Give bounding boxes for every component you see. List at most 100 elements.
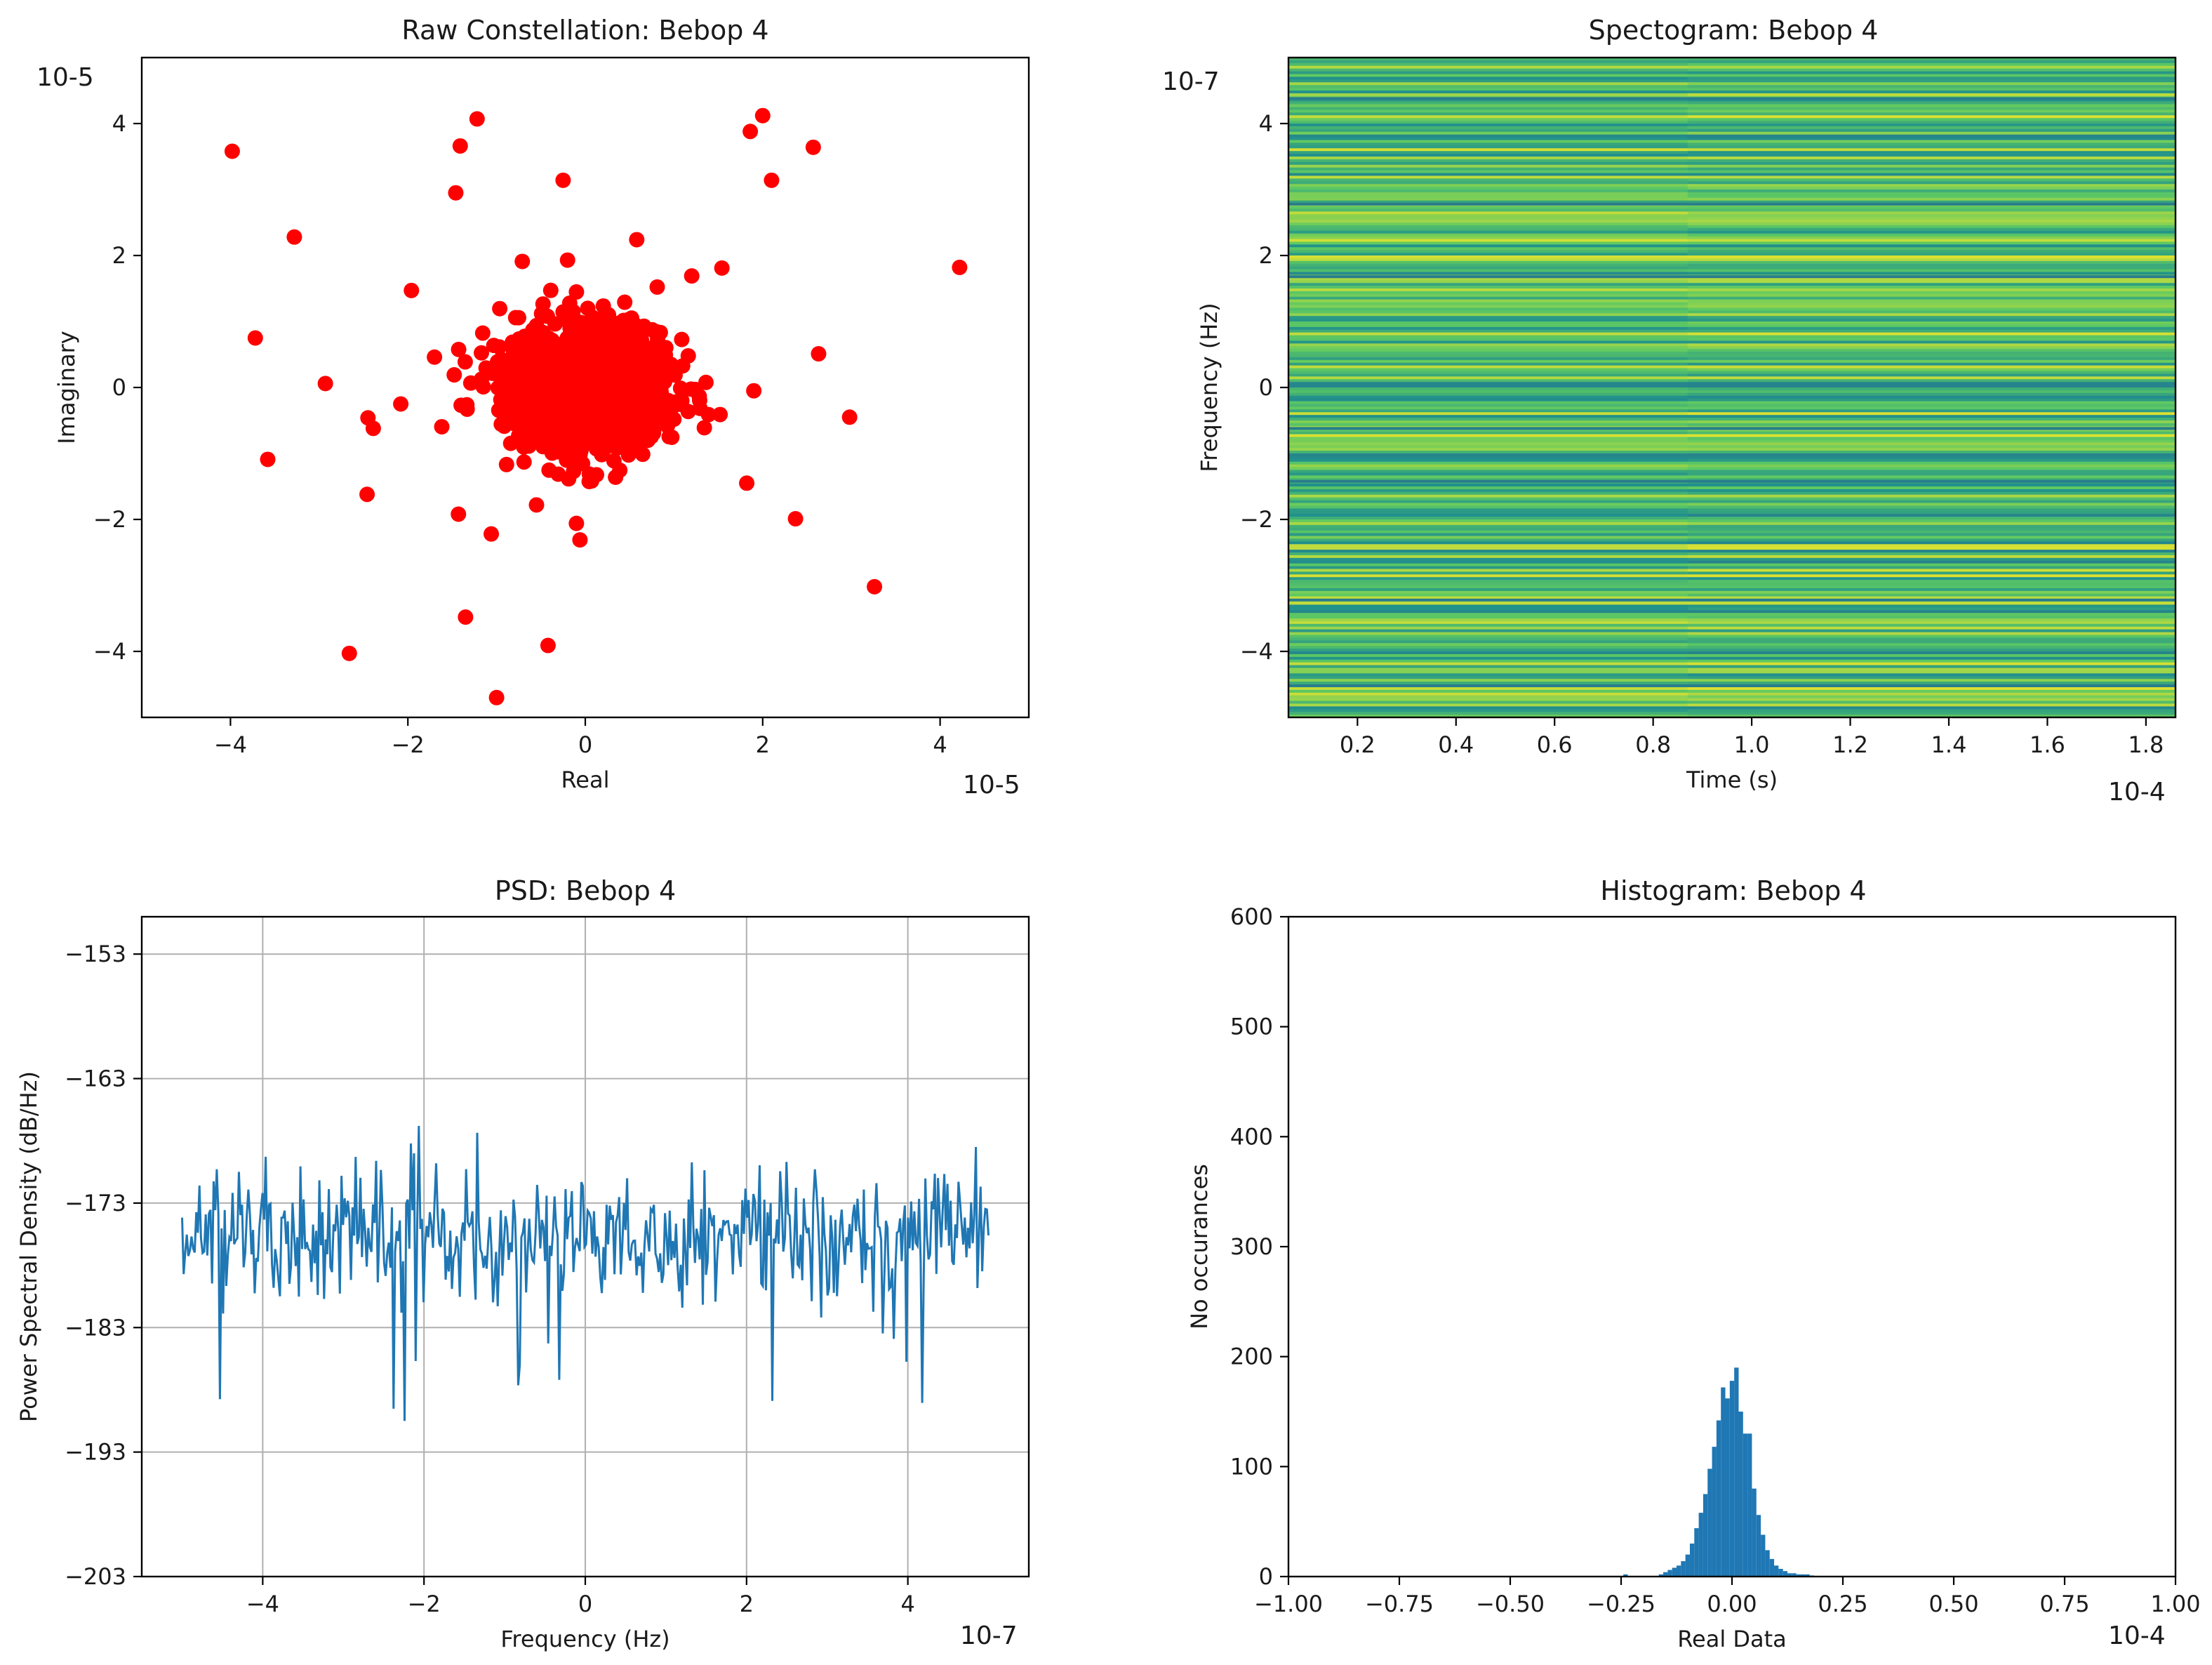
spectrogram-cell [1288,673,1688,677]
spectrogram-cell [1288,423,1688,427]
spectrogram-axes: 0.2 0.4 0.6 0.8 1.0 1.2 1.4 1.6 1.8 −4 −2 0 2 4 [1240,110,2164,758]
constellation-point [599,378,615,394]
constellation-point [469,111,485,127]
spectrogram-cell [1687,206,2176,210]
constellation-point [787,511,804,527]
spectrogram-cell [1288,596,1688,600]
spectrogram-cell [1288,456,1688,460]
spectrogram-cell [1687,491,2176,496]
spectrogram-cell [1288,352,1688,355]
spectrogram-cell [1288,415,1688,418]
constellation-title: Raw Constellation: Bebop 4 [401,15,768,46]
spectrogram-cell [1687,181,2176,185]
histogram-ytick-label: 300 [1230,1233,1273,1260]
histogram-bar [1769,1558,1775,1577]
spectrogram-cell [1288,420,1688,424]
constellation-ytick-label: −4 [93,638,126,665]
constellation-point [754,107,771,124]
constellation-point [589,419,605,435]
histogram-bar [1756,1515,1761,1577]
spectrogram-cell [1687,511,2176,515]
spectrogram-cell [1288,709,1688,712]
spectrogram-cell [1687,621,2176,625]
spectrogram-cell [1687,673,2176,677]
constellation-point [612,424,628,440]
spectrogram-cell [1288,107,1688,111]
spectrogram-cell [1687,230,2176,234]
spectrogram-cell [1288,140,1688,144]
spectrogram-cell [1687,646,2176,649]
histogram-bar [1752,1488,1757,1577]
spectrogram-cell [1288,110,1688,113]
spectrogram-cell [1687,346,2176,350]
spectrogram-cell [1687,236,2176,240]
spectrogram-cell [1288,104,1688,108]
spectrogram-ytick-label: 2 [1259,242,1273,269]
spectrogram-cell [1288,170,1688,174]
spectrogram-cell [1288,583,1688,586]
spectrogram-cell [1687,126,2176,130]
spectrogram-cell [1288,418,1688,421]
spectrogram-xtick-label: 0.6 [1537,731,1573,758]
spectrogram-xtick-label: 1.2 [1832,731,1868,758]
histogram-panel: Histogram: Bebop 4 −1.00 −0.75 −0.50 −0.25 0… [1186,875,2201,1652]
spectrogram-cell [1687,93,2176,97]
spectrogram-cell [1687,676,2176,679]
psd-xtick-label: 0 [578,1591,592,1617]
spectrogram-cell [1288,346,1688,350]
spectrogram-cell [1687,500,2176,504]
constellation-point [516,454,532,470]
histogram-x-scale: 10-4 [2108,1621,2166,1650]
spectrogram-cell [1288,98,1688,102]
spectrogram-cell [1288,194,1688,199]
spectrogram-cell [1687,283,2176,286]
spectrogram-cell [1288,649,1688,652]
constellation-ytick-label: 0 [112,374,126,401]
spectrogram-cell [1687,107,2176,111]
spectrogram-cell [1288,497,1688,501]
spectrogram-cell [1288,451,1688,454]
constellation-xtick-label: −4 [214,731,247,758]
constellation-point [566,366,582,383]
constellation-point [565,319,581,336]
constellation-point [452,138,468,154]
spectrogram-cell [1687,253,2176,256]
spectrogram-cell [1687,250,2176,253]
spectrogram-cell [1687,159,2176,163]
spectrogram-cell [1687,197,2176,201]
constellation-point [542,282,559,298]
constellation-point [634,366,651,383]
spectrogram-cell [1687,461,2176,465]
spectrogram-cell [1687,618,2176,622]
spectrogram-cell [1687,472,2176,476]
spectrogram-cell [1687,321,2176,325]
spectrogram-cell [1687,74,2176,78]
spectrogram-cell [1687,128,2176,133]
spectrogram-cell [1288,365,1688,369]
spectrogram-cell [1288,236,1688,240]
spectrogram-cell [1687,583,2176,586]
spectrogram-cell [1288,390,1688,394]
constellation-point [544,429,560,445]
spectrogram-cell [1687,131,2176,135]
spectrogram-cell [1687,387,2176,391]
spectrogram-cell [1687,679,2176,682]
spectrogram-cell [1687,382,2176,385]
spectrogram-cell [1687,569,2176,573]
histogram-bar [1681,1561,1686,1577]
constellation-point [867,578,883,595]
spectrogram-cell [1687,629,2176,633]
constellation-point [622,444,638,460]
spectrogram-cell [1687,649,2176,652]
spectrogram-cell [1687,607,2176,611]
spectrogram-cell [1687,654,2176,658]
histogram-ytick-label: 400 [1230,1123,1273,1150]
spectrogram-cell [1687,533,2176,537]
spectrogram-cell [1687,214,2176,218]
spectrogram-cell [1687,439,2176,443]
spectrogram-cell [1288,178,1688,182]
histogram-bar [1716,1420,1721,1577]
spectrogram-cell [1687,187,2176,190]
spectrogram-cell [1288,557,1688,562]
